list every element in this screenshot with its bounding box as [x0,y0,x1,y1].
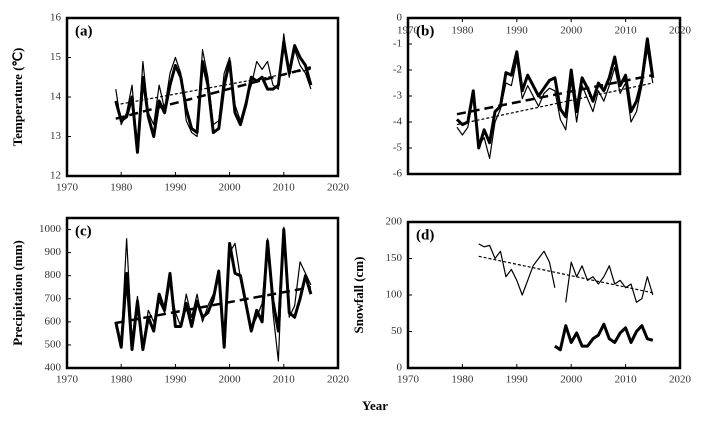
y-tick-label: 100 [386,289,403,301]
x-tick-label: 2020 [669,25,692,37]
trend-line [115,286,312,325]
y-tick-label: 500 [45,338,62,350]
panel: 1970 1980 1990 2000 2010 2020 12 13 14 15 16 (a) Tem… [10,12,350,194]
series-line [115,226,312,362]
series-line [455,37,655,150]
y-tick-label: -4 [393,116,403,128]
y-tick-label: 800 [45,269,62,281]
x-tick-label: 1970 [397,374,420,386]
trend-line [456,82,653,126]
x-tick-label: 2020 [327,182,350,194]
y-tick-label: 200 [386,216,403,228]
y-tick-label: 1000 [39,223,62,235]
x-tick-label: 1990 [506,374,529,386]
panel: 1970 1980 1990 2000 2010 2020 0 50 100 150 200 (d) S… [351,216,692,386]
x-tick-label: 1990 [164,182,187,194]
y-tick-label: 12 [50,170,61,182]
x-tick-label: 2010 [273,182,296,194]
trend-line [456,73,654,116]
y-axis-title: Precipitation (mm) [10,240,25,346]
panel-label: (b) [416,23,434,39]
x-tick-label: 1980 [451,25,474,37]
panel: 1970 1980 1990 2000 2010 2020 -6 -5 -4 -3 -2 -1 0 (b) [393,12,692,180]
x-tick-label: 2010 [273,374,296,386]
y-tick-label: 0 [397,362,403,374]
trend-line [115,66,312,120]
y-tick-label: 700 [45,292,62,304]
y-tick-label: -1 [393,38,402,50]
y-tick-label: 0 [397,12,403,24]
panel-label: (a) [75,23,93,39]
y-tick-label: 900 [45,246,62,258]
x-axis-title: Year [362,398,388,413]
series-line [115,33,312,149]
y-tick-label: -5 [393,142,403,154]
y-tick-label: 400 [45,362,62,374]
panel-label: (d) [416,227,434,243]
series-line [456,48,654,159]
x-tick-label: 1990 [164,374,187,386]
x-tick-label: 1970 [56,182,79,194]
series-line [565,261,654,303]
y-tick-label: -2 [393,64,402,76]
x-tick-label: 2020 [327,374,350,386]
x-tick-label: 2010 [615,25,638,37]
y-axis-title: Temperature (℃) [10,48,25,147]
x-tick-label: 2000 [560,25,583,37]
series-line [554,322,654,352]
trend-line [478,255,653,294]
x-tick-label: 1980 [110,374,133,386]
x-tick-label: 2010 [615,374,638,386]
x-tick-label: 2000 [219,182,242,194]
y-tick-label: 13 [50,130,62,142]
y-tick-label: 150 [386,252,403,264]
x-tick-label: 2000 [219,374,242,386]
panel: 1970 1980 1990 2000 2010 2020 400 500 600 700 800 9… [10,216,350,386]
x-tick-label: 1980 [110,182,133,194]
y-tick-label: 50 [391,325,403,337]
panel-label: (c) [75,223,92,239]
y-tick-label: -3 [393,90,403,102]
trend-line [115,68,312,106]
series-line [478,243,556,296]
y-tick-label: 15 [50,51,62,63]
plot-frame [406,220,682,370]
y-tick-label: 14 [50,91,62,103]
x-tick-label: 1980 [451,374,474,386]
plot-frame [65,216,340,370]
x-tick-label: 1970 [397,25,420,37]
x-tick-label: 2020 [669,374,692,386]
x-tick-label: 1990 [506,25,529,37]
x-tick-label: 1970 [56,374,79,386]
y-tick-label: 16 [50,12,62,24]
y-axis-title: Snowfall (cm) [351,257,366,334]
y-tick-label: 600 [45,315,62,327]
x-tick-label: 2000 [560,374,583,386]
y-tick-label: -6 [393,168,403,180]
